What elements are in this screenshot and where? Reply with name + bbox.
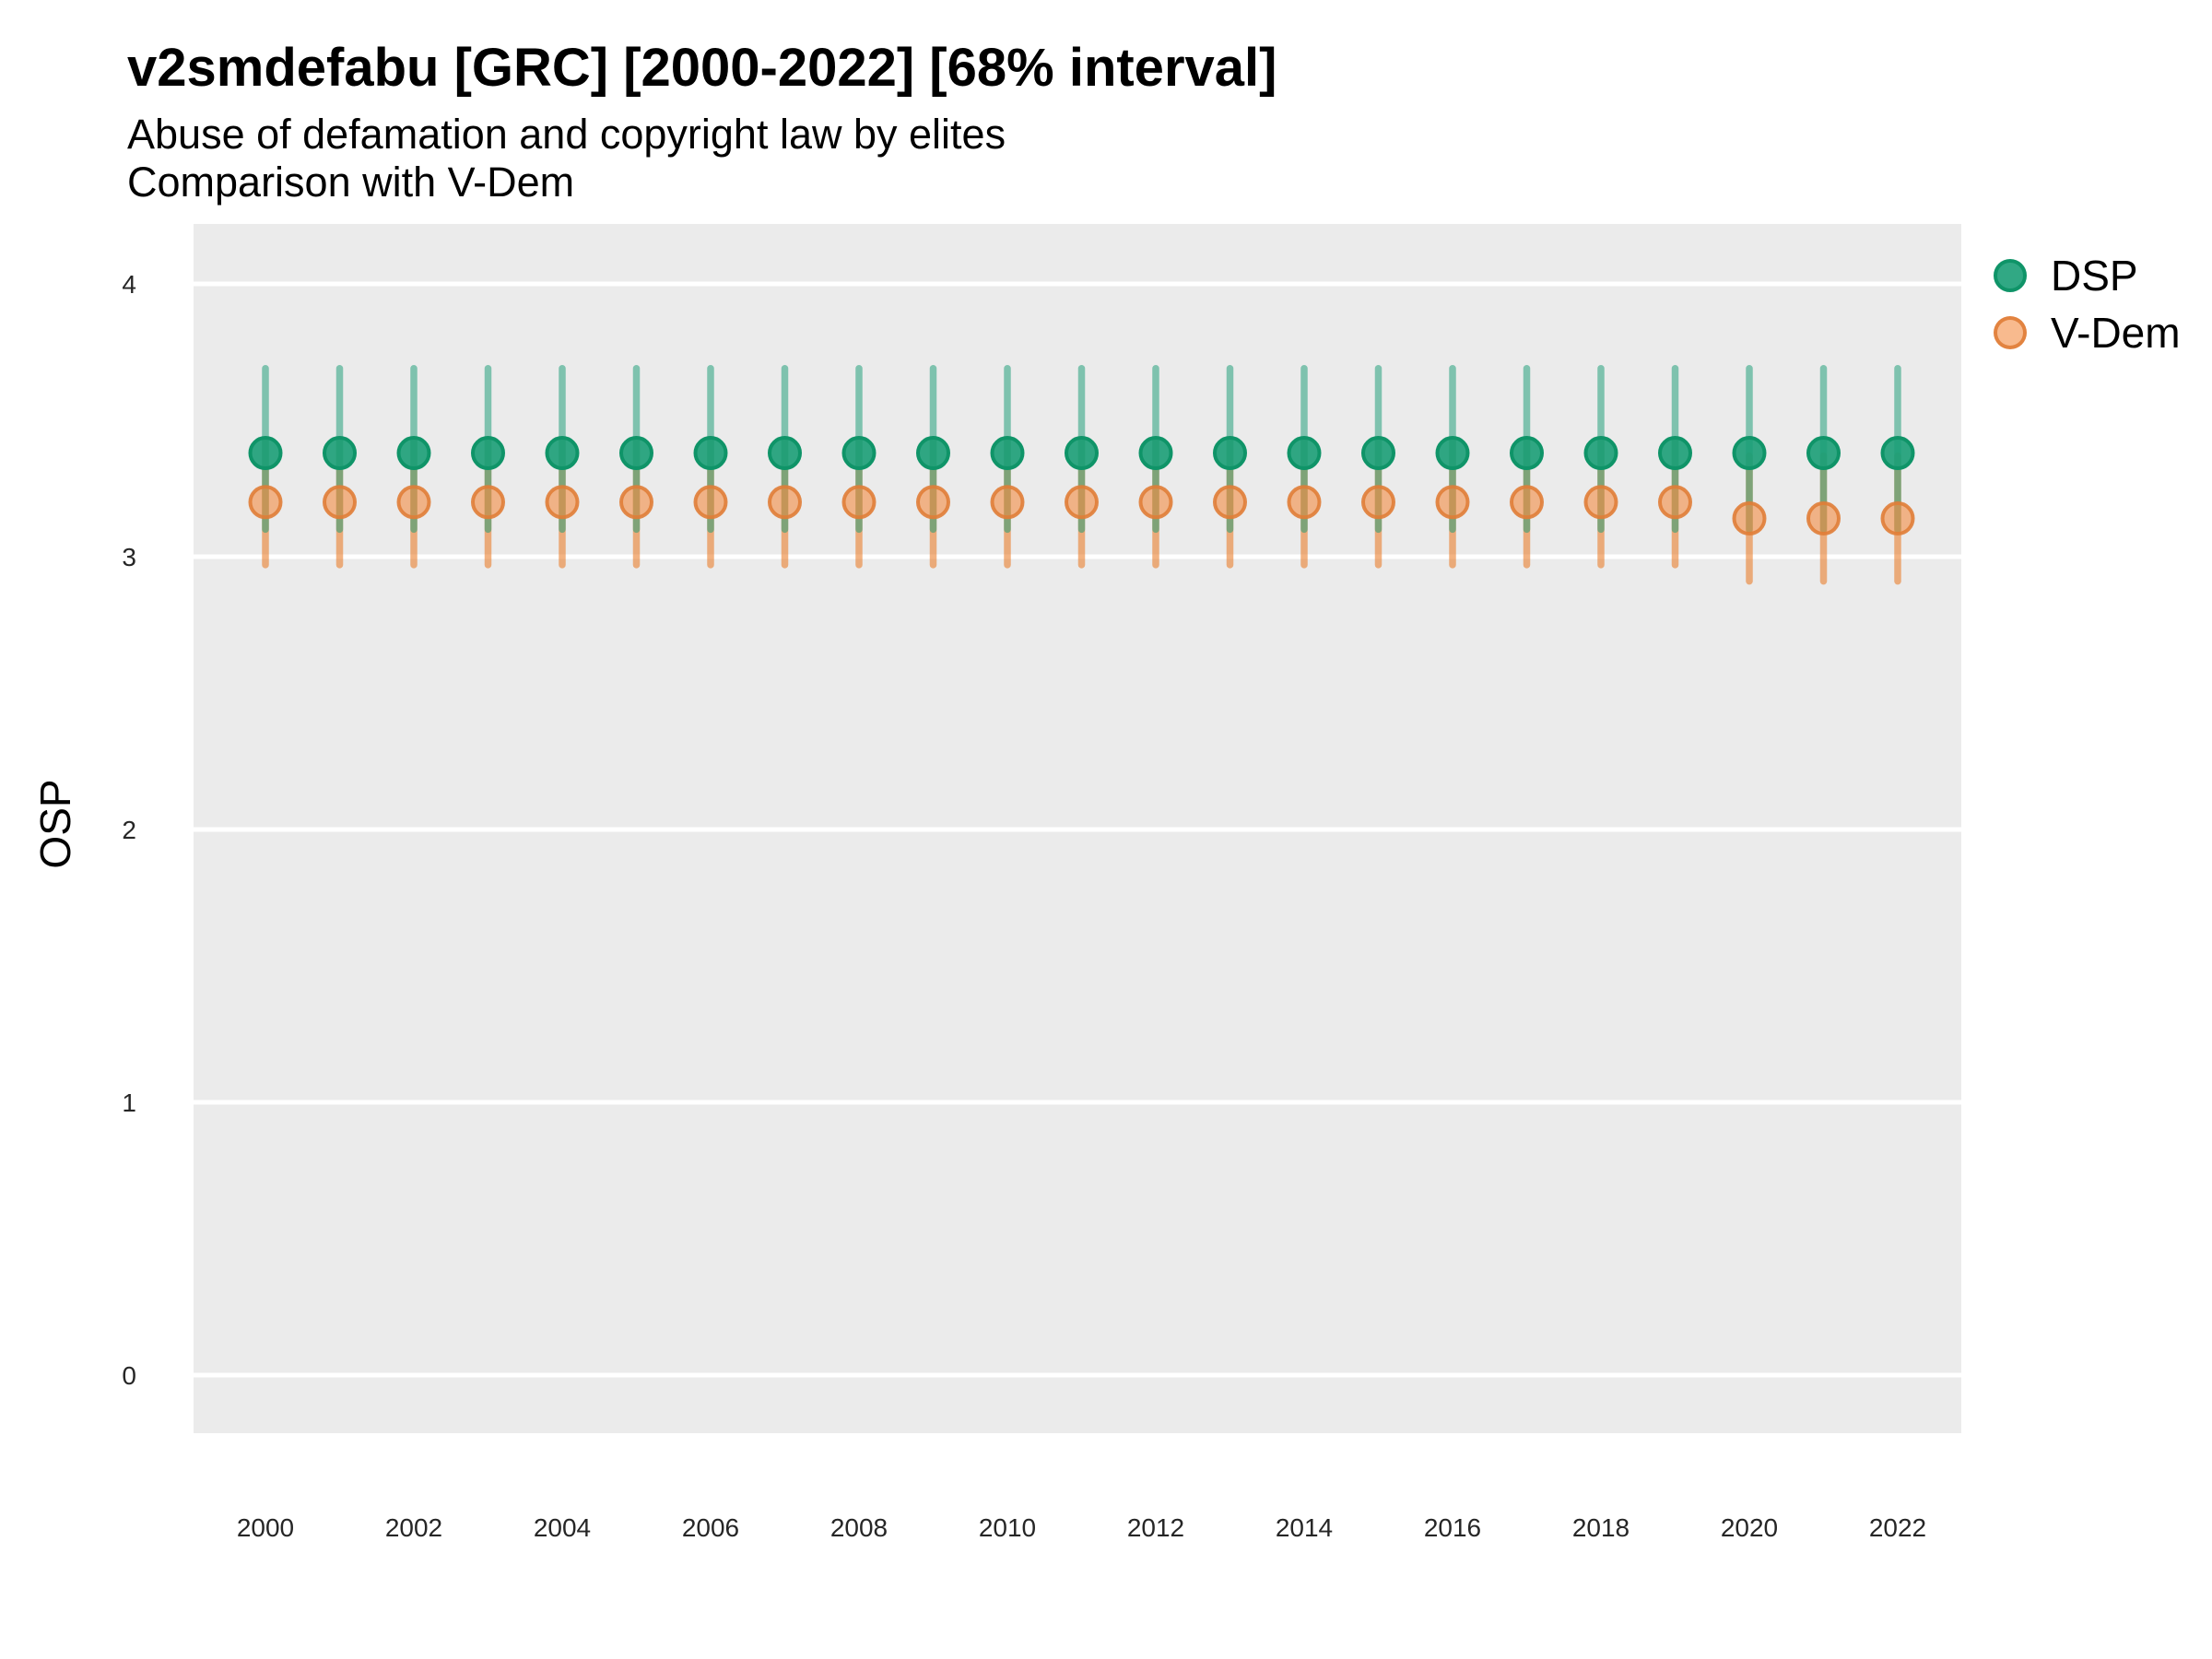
v-dem-point-2010 <box>990 485 1025 520</box>
v-dem-point-2017 <box>1510 485 1544 520</box>
legend: DSP V-Dem <box>1994 247 2181 361</box>
x-tick-label-2004: 2004 <box>534 1513 591 1542</box>
x-tick-label-2014: 2014 <box>1276 1513 1333 1542</box>
v-dem-point-2012 <box>1138 485 1173 520</box>
dsp-point-2005 <box>619 436 653 471</box>
dsp-point-2022 <box>1880 436 1915 471</box>
v-dem-point-2007 <box>768 485 802 520</box>
chart-subtitle-line1: Abuse of defamation and copyright law by… <box>127 111 1006 158</box>
v-dem-point-2018 <box>1583 485 1618 520</box>
dsp-point-2000 <box>248 436 283 471</box>
y-tick-label-0: 0 <box>122 1361 136 1390</box>
x-tick-label-2022: 2022 <box>1869 1513 1926 1542</box>
dsp-point-2004 <box>545 436 580 471</box>
dsp-point-2019 <box>1658 436 1692 471</box>
chart-subtitle: Abuse of defamation and copyright law by… <box>127 111 1006 206</box>
v-dem-point-2019 <box>1658 485 1692 520</box>
v-dem-point-2008 <box>841 485 877 520</box>
x-tick-label-2002: 2002 <box>385 1513 442 1542</box>
v-dem-point-2004 <box>545 485 580 520</box>
dsp-point-2017 <box>1510 436 1544 471</box>
dsp-point-2003 <box>471 436 505 471</box>
dsp-point-2006 <box>693 436 728 471</box>
dsp-point-2021 <box>1806 436 1841 471</box>
dsp-point-2014 <box>1287 436 1322 471</box>
x-tick-label-2006: 2006 <box>682 1513 739 1542</box>
dsp-point-2016 <box>1435 436 1470 471</box>
dsp-point-2011 <box>1065 436 1099 471</box>
v-dem-point-2003 <box>471 485 505 520</box>
dsp-point-2012 <box>1138 436 1173 471</box>
chart-subtitle-line2: Comparison with V-Dem <box>127 159 575 206</box>
y-tick-label-3: 3 <box>122 543 136 571</box>
y-tick-label-4: 4 <box>122 270 136 299</box>
dsp-point-2002 <box>396 436 431 471</box>
chart-title: v2smdefabu [GRC] [2000-2022] [68% interv… <box>127 38 1277 98</box>
v-dem-point-2005 <box>619 485 653 520</box>
v-dem-point-2001 <box>323 485 357 520</box>
v-dem-point-2014 <box>1287 485 1322 520</box>
dsp-legend-dot-icon <box>1994 259 2027 292</box>
v-dem-point-2013 <box>1213 485 1247 520</box>
v-dem-point-2000 <box>248 485 283 520</box>
v-dem-point-2021 <box>1806 501 1841 536</box>
legend-item-dsp: DSP <box>1994 247 2181 304</box>
x-tick-label-2012: 2012 <box>1127 1513 1184 1542</box>
v-dem-point-2006 <box>693 485 728 520</box>
dsp-point-2020 <box>1732 436 1767 471</box>
legend-label: DSP <box>2051 252 2138 300</box>
v-dem-point-2009 <box>916 485 950 520</box>
v-dem-point-2002 <box>396 485 431 520</box>
x-tick-label-2020: 2020 <box>1721 1513 1778 1542</box>
y-tick-label-1: 1 <box>122 1088 136 1117</box>
dsp-point-2008 <box>841 436 877 471</box>
x-tick-label-2000: 2000 <box>237 1513 294 1542</box>
v-dem-legend-dot-icon <box>1994 316 2027 349</box>
dsp-point-2009 <box>916 436 950 471</box>
legend-item-v-dem: V-Dem <box>1994 304 2181 361</box>
x-tick-label-2008: 2008 <box>830 1513 888 1542</box>
x-tick-label-2010: 2010 <box>979 1513 1036 1542</box>
v-dem-point-2011 <box>1065 485 1099 520</box>
v-dem-point-2015 <box>1361 485 1395 520</box>
y-tick-label-2: 2 <box>122 816 136 844</box>
v-dem-point-2022 <box>1880 501 1915 536</box>
dsp-point-2010 <box>990 436 1025 471</box>
x-tick-label-2018: 2018 <box>1572 1513 1630 1542</box>
dsp-point-2015 <box>1361 436 1395 471</box>
legend-label: V-Dem <box>2051 309 2181 357</box>
v-dem-point-2020 <box>1732 501 1767 536</box>
dsp-point-2001 <box>323 436 357 471</box>
dsp-point-2007 <box>768 436 802 471</box>
dsp-point-2018 <box>1583 436 1618 471</box>
dsp-point-2013 <box>1213 436 1247 471</box>
v-dem-point-2016 <box>1435 485 1470 520</box>
x-tick-label-2016: 2016 <box>1424 1513 1481 1542</box>
